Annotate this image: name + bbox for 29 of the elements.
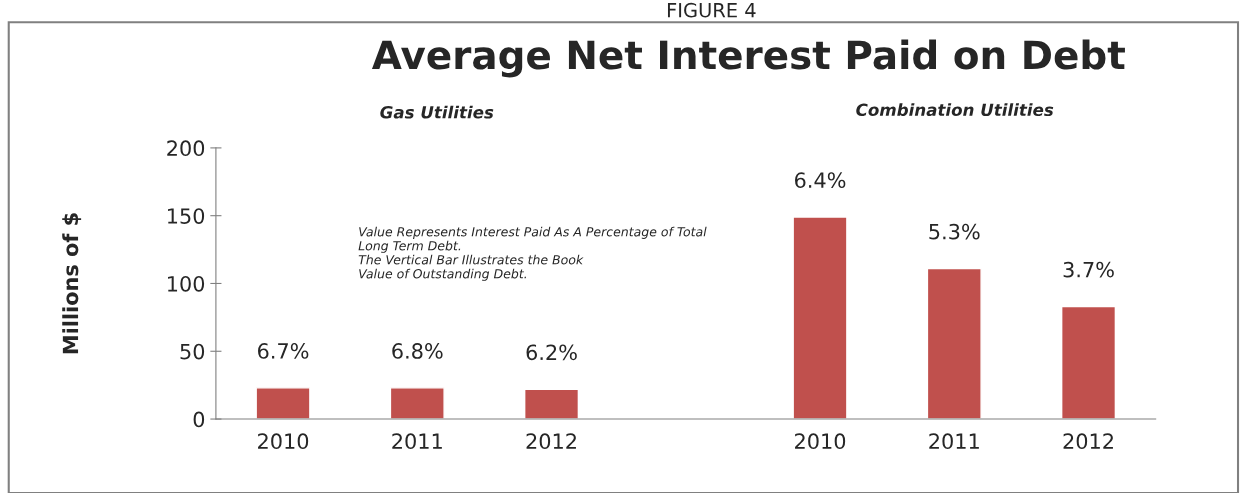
bar: [255, 387, 311, 420]
text: Gas Utilities: [380, 105, 494, 119]
bar: [1060, 305, 1117, 420]
annotation: 6.2%: [526, 344, 577, 361]
y-tick-label: 200: [167, 140, 205, 157]
x-tick-label: 2011: [392, 433, 442, 450]
y-axis-title: Millions of $: [62, 213, 82, 354]
x-tick-label: 2010: [795, 433, 846, 450]
bar: [523, 388, 580, 420]
bar: [926, 267, 982, 420]
bar: [389, 387, 445, 420]
annotation: Value Represents Interest Paid As A Percentage of Total Long Term Debt. The Vertical Bar Illustrates the Book Value of Outstanding Debt.: [358, 226, 707, 281]
annotation: 5.3%: [929, 223, 980, 240]
y-tick-label: 0: [193, 411, 205, 428]
bar: [792, 216, 848, 420]
caption: FIGURE 4: [667, 2, 756, 18]
x-tick-label: 2012: [1063, 433, 1113, 450]
y-tick-label: 150: [168, 208, 205, 224]
x-tick-label: 2010: [258, 433, 309, 450]
annotation: 6.4%: [795, 172, 846, 189]
chart-title: Average Net Interest Paid on Debt: [371, 39, 1125, 78]
x-tick-label: 2011: [929, 433, 979, 450]
text: Combination Utilities: [856, 103, 1054, 117]
y-tick-label: 100: [168, 275, 205, 292]
annotation: 3.7%: [1063, 261, 1114, 278]
annotation: 6.7%: [258, 343, 309, 359]
annotation: 6.8%: [392, 343, 443, 359]
y-tick-label: 50: [180, 343, 205, 360]
x-tick-label: 2012: [526, 433, 576, 450]
